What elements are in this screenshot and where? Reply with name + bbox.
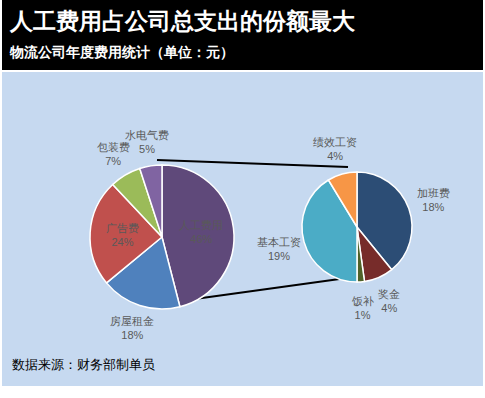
svg-text:水电气费5%: 水电气费5% — [125, 129, 169, 155]
html-text:人工费用占公司总支出的份额最大: 人工费用占公司总支出的份额最大 — [10, 8, 355, 34]
svg-text:基本工资19%: 基本工资19% — [257, 236, 301, 262]
svg-text:饭补1%: 饭补1% — [351, 295, 374, 321]
svg-text:人工费用46%: 人工费用46% — [179, 219, 223, 245]
svg-text:奖金4%: 奖金4% — [378, 288, 400, 314]
svg-text:包装费7%: 包装费7% — [97, 141, 130, 167]
svg-text:加班费18%: 加班费18% — [417, 187, 450, 213]
html-text:物流公司年度费用统计（单位：元）: 物流公司年度费用统计（单位：元） — [10, 44, 234, 60]
svg-text:房屋租金18%: 房屋租金18% — [110, 315, 154, 341]
html-text:数据来源：财务部制单员: 数据来源：财务部制单员 — [12, 357, 155, 372]
svg-text:绩效工资4%: 绩效工资4% — [313, 136, 357, 162]
svg-text:广告费24%: 广告费24% — [106, 222, 139, 248]
